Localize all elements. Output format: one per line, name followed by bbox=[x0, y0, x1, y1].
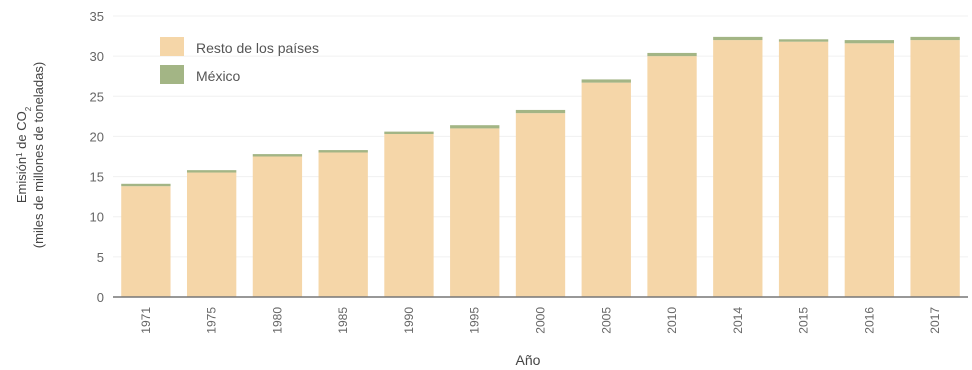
bar-mexico-1995 bbox=[450, 125, 500, 129]
x-tick-label: 1971 bbox=[139, 307, 153, 334]
x-tick-label: 1980 bbox=[270, 307, 284, 334]
bar-mexico-1971 bbox=[121, 183, 171, 187]
legend-swatch-resto bbox=[160, 37, 184, 56]
bar-resto-2015 bbox=[778, 41, 829, 297]
x-tick-label: 1995 bbox=[468, 307, 482, 334]
x-tick-label: 2000 bbox=[534, 307, 548, 334]
bar-mexico-2015 bbox=[778, 39, 829, 42]
bar-mexico-2000 bbox=[515, 109, 566, 114]
legend-swatch-mexico bbox=[160, 65, 184, 84]
bar-resto-1975 bbox=[186, 172, 237, 297]
bar-mexico-1975 bbox=[186, 170, 237, 173]
y-axis-title-line1: Emisión1 de CO2 bbox=[14, 106, 33, 203]
legend-label-resto: Resto de los países bbox=[196, 40, 319, 56]
legend: Resto de los países México bbox=[160, 37, 319, 84]
y-tick-label: 20 bbox=[90, 129, 104, 144]
bar-mexico-2010 bbox=[647, 52, 697, 57]
y-tick-label: 5 bbox=[97, 250, 104, 265]
legend-label-mexico: México bbox=[196, 68, 241, 84]
y-tick-label: 0 bbox=[97, 290, 104, 305]
y-tick-label: 15 bbox=[90, 170, 104, 185]
x-tick-label: 1975 bbox=[205, 307, 219, 334]
bar-resto-2016 bbox=[844, 43, 895, 297]
x-tick-label: 1990 bbox=[402, 307, 416, 334]
bar-resto-1980 bbox=[252, 156, 303, 297]
bar-resto-2005 bbox=[581, 82, 631, 297]
x-tick-label: 2014 bbox=[731, 307, 745, 334]
bar-resto-2000 bbox=[515, 113, 566, 297]
bar-resto-2017 bbox=[910, 40, 960, 297]
bar-mexico-2005 bbox=[581, 79, 631, 83]
y-tick-label: 35 bbox=[90, 9, 104, 24]
x-axis-ticks: 1971 1975 1980 1985 1990 1995 2000 2005 2010 2014… bbox=[139, 307, 942, 334]
x-tick-label: 2005 bbox=[599, 307, 613, 334]
bar-resto-1995 bbox=[450, 128, 500, 297]
bar-resto-1990 bbox=[384, 134, 434, 297]
bar-resto-2010 bbox=[647, 56, 697, 298]
x-tick-label: 2015 bbox=[797, 307, 811, 334]
bar-mexico-2016 bbox=[844, 40, 895, 44]
bar-mexico-1980 bbox=[252, 154, 303, 157]
x-tick-label: 2010 bbox=[665, 307, 679, 334]
bar-resto-1985 bbox=[318, 152, 368, 297]
y-axis-ticks: 0 5 10 15 20 25 30 35 bbox=[90, 9, 104, 305]
y-tick-label: 30 bbox=[90, 49, 104, 64]
bar-mexico-1985 bbox=[318, 150, 368, 153]
y-axis-title: Emisión1 de CO2 (miles de millones de to… bbox=[14, 62, 46, 248]
y-axis-title-line2: (miles de millones de toneladas) bbox=[31, 62, 46, 248]
x-tick-label: 1985 bbox=[336, 307, 350, 334]
x-tick-label: 2017 bbox=[928, 307, 942, 334]
bar-mexico-1990 bbox=[384, 131, 434, 135]
x-axis-title: Año bbox=[516, 352, 541, 368]
bar-resto-1971 bbox=[121, 186, 171, 297]
bars bbox=[121, 36, 960, 298]
bar-mexico-2014 bbox=[713, 36, 763, 41]
y-tick-label: 10 bbox=[90, 210, 104, 225]
bar-mexico-2017 bbox=[910, 36, 960, 41]
x-tick-label: 2016 bbox=[862, 307, 876, 334]
bar-resto-2014 bbox=[713, 40, 763, 297]
y-tick-label: 25 bbox=[90, 89, 104, 104]
